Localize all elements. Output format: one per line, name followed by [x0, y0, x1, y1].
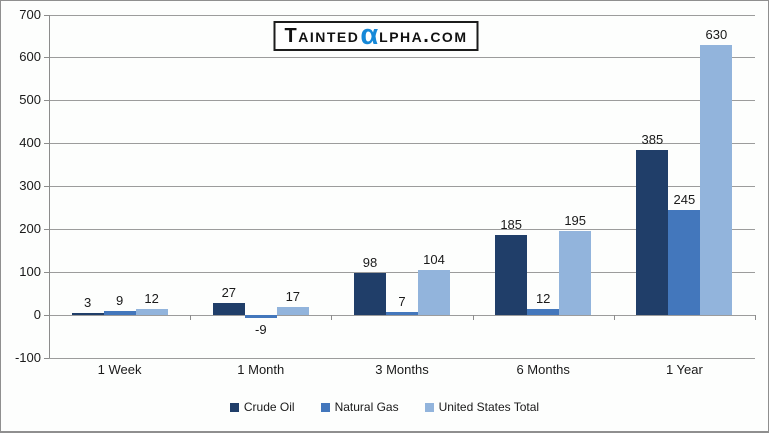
data-label: 12 [535, 291, 551, 307]
legend-item: Natural Gas [320, 400, 399, 414]
bar-natural-gas [103, 310, 136, 315]
bar-united-states-total [700, 44, 733, 315]
y-axis-line [49, 14, 50, 358]
data-label: 27 [221, 285, 237, 301]
data-label: 3 [83, 295, 92, 311]
bar-united-states-total [559, 231, 592, 315]
bar-united-states-total [135, 309, 168, 315]
bar-crude-oil [71, 313, 104, 315]
category-label: 1 Year [665, 362, 703, 377]
y-axis-label: 0 [33, 306, 41, 322]
category-label: 1 Month [237, 362, 285, 377]
data-label: 630 [705, 26, 728, 42]
y-axis-tick [44, 14, 49, 16]
data-label: 245 [673, 191, 696, 207]
y-axis-tick [44, 186, 49, 187]
y-axis-tick [44, 100, 49, 102]
gridline [49, 228, 755, 230]
gridline [49, 357, 755, 359]
logo-text-suffix: lpha.com [379, 24, 468, 47]
bar-crude-oil [636, 149, 669, 315]
logo-text-prefix: Tainted [284, 24, 360, 47]
bar-united-states-total [276, 307, 309, 315]
bar-natural-gas [668, 209, 701, 315]
bar-crude-oil [212, 303, 245, 315]
data-label: 12 [144, 291, 159, 307]
y-axis-label: 400 [19, 135, 41, 151]
y-axis-tick [44, 57, 49, 59]
data-label: 7 [398, 293, 406, 309]
x-axis-tick [49, 314, 50, 320]
gridline [49, 271, 755, 273]
y-axis-tick [44, 143, 49, 145]
bar-crude-oil [354, 272, 386, 315]
data-label: 195 [564, 213, 587, 229]
gridline [49, 314, 755, 316]
data-label: -9 [255, 322, 267, 338]
y-axis-label: 600 [19, 49, 41, 65]
data-label: 104 [423, 252, 445, 268]
x-axis-tick [613, 314, 615, 320]
legend-item: United States Total [424, 400, 540, 414]
y-axis-label: 200 [19, 220, 41, 236]
x-axis-tick [331, 314, 333, 320]
y-axis-label: 700 [19, 6, 41, 22]
tainted-alpha-logo: Tainted α lpha.com [273, 19, 479, 51]
x-axis-tick [755, 314, 756, 320]
legend-swatch [229, 402, 239, 412]
legend-label: United States Total [438, 400, 540, 414]
legend-item: Crude Oil [229, 400, 295, 414]
bar-united-states-total [418, 270, 450, 315]
data-label: 385 [641, 131, 664, 147]
category-label: 6 Months [516, 362, 570, 377]
gridline [49, 186, 755, 187]
logo-alpha-glyph: α [360, 19, 379, 51]
y-axis-tick [44, 228, 49, 230]
gridline [49, 143, 755, 145]
bar-natural-gas [386, 311, 418, 315]
legend-label: Natural Gas [334, 400, 399, 414]
legend: Crude Oil Natural Gas United States Total [1, 400, 768, 414]
category-label: 1 Week [97, 362, 142, 377]
gridline [49, 57, 755, 59]
legend-swatch [424, 402, 434, 412]
legend-label: Crude Oil [243, 400, 295, 414]
data-label: 17 [285, 289, 301, 305]
y-axis-tick [44, 357, 49, 359]
y-axis-label: -100 [14, 349, 41, 365]
bar-crude-oil [495, 235, 528, 315]
data-label: 9 [115, 292, 124, 308]
x-axis-tick [190, 314, 192, 320]
bar-natural-gas [244, 314, 277, 319]
gridline [49, 100, 755, 102]
legend-swatch [320, 402, 330, 412]
bar-natural-gas [527, 309, 560, 315]
data-label: 185 [500, 217, 523, 233]
data-label: 98 [362, 254, 378, 270]
y-axis-label: 500 [19, 92, 41, 108]
x-axis-tick [472, 314, 474, 320]
y-axis-tick [44, 271, 49, 273]
y-axis-label: 100 [19, 263, 41, 279]
y-axis-tick [44, 314, 49, 316]
y-axis-label: 300 [19, 178, 41, 193]
gridline [49, 14, 755, 16]
category-label: 3 Months [375, 362, 429, 377]
